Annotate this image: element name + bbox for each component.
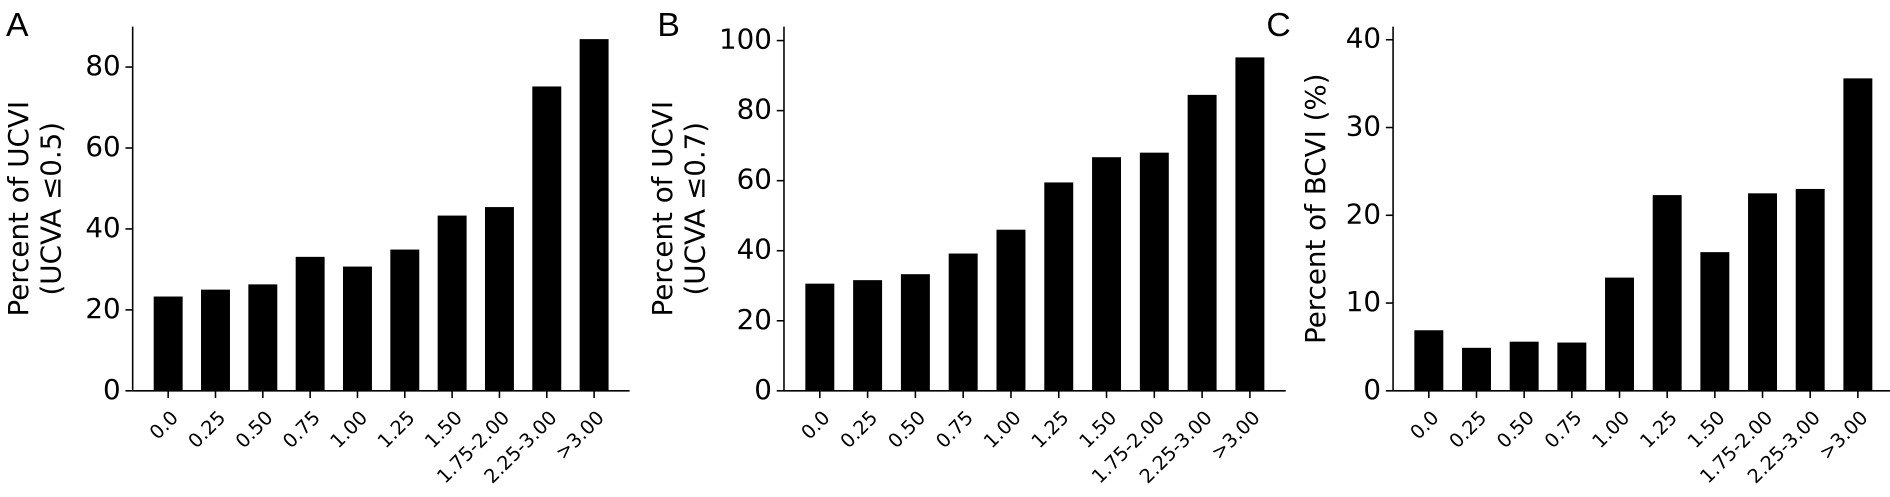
x-tick-label: >3.00 (1207, 406, 1265, 464)
x-tick-label: 0.0 (797, 406, 835, 444)
x-tick-label: 0.75 (931, 406, 978, 453)
bar (1509, 341, 1539, 391)
bar (805, 283, 835, 391)
x-tick-label: 1.25 (1027, 406, 1074, 453)
x-tick-label: 1.25 (1635, 406, 1682, 453)
x-tick-label: 1.00 (326, 406, 373, 453)
y-axis-label: Percent of UCVI (646, 101, 679, 317)
bar (1414, 330, 1444, 391)
bar (1700, 252, 1730, 391)
bar (201, 289, 230, 391)
bar (153, 296, 183, 391)
x-tick-label: 0.50 (231, 406, 278, 453)
panel-label: B (657, 6, 680, 44)
y-axis-label: (UCVA ≤0.5) (34, 122, 67, 296)
y-tick-label: 0 (754, 373, 772, 406)
bar (342, 266, 372, 391)
x-tick-label: 1.00 (979, 406, 1026, 453)
bar (1235, 57, 1265, 391)
x-tick-label: 0.75 (1540, 406, 1587, 453)
x-tick-label: >3.00 (1814, 406, 1872, 464)
bar (1092, 157, 1122, 391)
y-tick-label: 80 (85, 49, 120, 82)
bar (1557, 342, 1587, 391)
bar (1462, 347, 1491, 391)
bar (853, 280, 883, 391)
bar (295, 256, 325, 391)
bar (996, 229, 1026, 391)
bar (248, 284, 278, 391)
y-axis-label: Percent of UCVI (2, 101, 35, 317)
y-tick-label: 100 (719, 23, 772, 56)
panel-label: C (1266, 6, 1290, 44)
y-axis-label: Percent of BCVI (%) (1299, 73, 1332, 344)
x-tick-label: 0.25 (184, 406, 231, 453)
bar (1652, 195, 1682, 391)
x-tick-label: >3.00 (551, 406, 609, 464)
y-tick-label: 20 (85, 292, 120, 325)
y-tick-label: 80 (737, 93, 772, 126)
bar (390, 249, 420, 391)
y-tick-label: 40 (737, 233, 772, 266)
x-tick-label: 0.25 (1445, 406, 1492, 453)
bar (948, 253, 978, 391)
x-tick-label: 0.0 (145, 406, 183, 444)
x-tick-label: 0.50 (883, 406, 930, 453)
y-tick-label: 40 (1346, 22, 1381, 55)
bar (1139, 152, 1169, 391)
bar (1748, 193, 1777, 391)
bar (437, 215, 467, 391)
y-tick-label: 20 (1346, 197, 1381, 230)
y-tick-label: 0 (1363, 373, 1381, 406)
x-tick-label: 0.25 (836, 406, 883, 453)
bar (1044, 182, 1074, 391)
panel-label: A (6, 6, 29, 44)
x-tick-label: 1.25 (373, 406, 420, 453)
bar (1187, 94, 1217, 391)
bar (579, 39, 609, 391)
y-tick-label: 40 (85, 211, 120, 244)
y-tick-label: 60 (85, 130, 120, 163)
y-axis-label: (UCVA ≤0.7) (679, 122, 712, 296)
bar (532, 86, 562, 391)
bar (1795, 188, 1825, 391)
y-tick-label: 30 (1346, 110, 1381, 143)
x-tick-label: 0.75 (278, 406, 325, 453)
y-tick-label: 60 (737, 163, 772, 196)
y-tick-label: 20 (737, 303, 772, 336)
bar (484, 207, 514, 391)
y-tick-label: 0 (103, 373, 121, 406)
bar (900, 274, 930, 391)
x-tick-label: 1.00 (1588, 406, 1635, 453)
y-tick-label: 10 (1346, 285, 1381, 318)
x-tick-label: 0.50 (1492, 406, 1539, 453)
bar (1843, 78, 1873, 391)
x-tick-label: 0.0 (1406, 406, 1444, 444)
bar (1605, 277, 1634, 391)
